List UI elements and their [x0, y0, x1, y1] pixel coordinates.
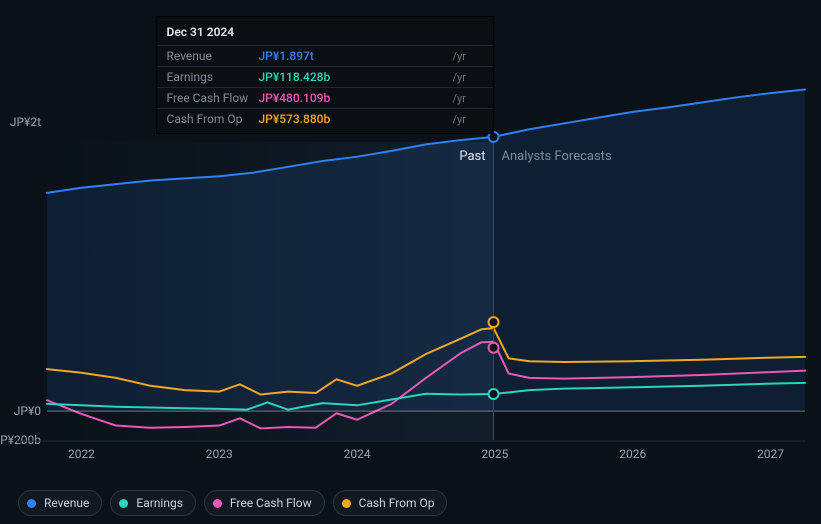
- x-tick-label: 2026: [619, 447, 646, 461]
- tooltip-row-label: Free Cash Flow: [167, 91, 259, 105]
- x-tick-label: 2022: [68, 447, 95, 461]
- tooltip-row: Cash From OpJP¥573.880b/yr: [157, 108, 493, 129]
- legend-label: Free Cash Flow: [230, 496, 312, 510]
- legend-dot-icon: [119, 499, 128, 508]
- legend-label: Earnings: [136, 496, 183, 510]
- tooltip-row-value: JP¥573.880b: [259, 112, 453, 126]
- x-tick-label: 2024: [344, 447, 371, 461]
- x-tick-label: 2027: [757, 447, 784, 461]
- legend-item-earnings[interactable]: Earnings: [110, 490, 196, 516]
- y-tick-label: JP¥2t: [10, 115, 41, 129]
- legend-item-revenue[interactable]: Revenue: [18, 490, 102, 516]
- tooltip-row-label: Cash From Op: [167, 112, 259, 126]
- legend-label: Cash From Op: [359, 496, 435, 510]
- tooltip-row-unit: /yr: [453, 50, 483, 63]
- hover-marker-earnings: [489, 389, 499, 399]
- y-tick-label: -JP¥200b: [0, 433, 41, 447]
- legend-item-fcf[interactable]: Free Cash Flow: [204, 490, 325, 516]
- legend-dot-icon: [342, 499, 351, 508]
- tooltip-row-unit: /yr: [453, 113, 483, 126]
- tooltip-row-unit: /yr: [453, 92, 483, 105]
- hover-tooltip: Dec 31 2024 RevenueJP¥1.897t/yrEarningsJ…: [156, 16, 494, 134]
- tooltip-row: Free Cash FlowJP¥480.109b/yr: [157, 87, 493, 108]
- tooltip-row: EarningsJP¥118.428b/yr: [157, 66, 493, 87]
- financials-chart: JP¥2t JP¥0 -JP¥200b 2022 2023 2024 2025 2026 202…: [0, 0, 821, 524]
- tooltip-row-value: JP¥1.897t: [259, 49, 453, 63]
- tooltip-date: Dec 31 2024: [157, 25, 493, 45]
- tooltip-row-label: Earnings: [167, 70, 259, 84]
- x-tick-label: 2025: [481, 447, 508, 461]
- tooltip-row-unit: /yr: [453, 71, 483, 84]
- tooltip-row: RevenueJP¥1.897t/yr: [157, 45, 493, 66]
- legend-label: Revenue: [44, 496, 89, 510]
- past-label: Past: [459, 149, 485, 164]
- forecast-label: Analysts Forecasts: [502, 149, 612, 164]
- tooltip-row-label: Revenue: [167, 49, 259, 63]
- x-tick-label: 2023: [206, 447, 233, 461]
- tooltip-row-value: JP¥118.428b: [259, 70, 453, 84]
- y-tick-label: JP¥0: [14, 404, 41, 418]
- legend-dot-icon: [27, 499, 36, 508]
- legend: Revenue Earnings Free Cash Flow Cash From O…: [18, 490, 447, 516]
- legend-dot-icon: [213, 499, 222, 508]
- hover-marker-cfo: [489, 317, 499, 327]
- hover-marker-fcf: [489, 343, 499, 353]
- legend-item-cfo[interactable]: Cash From Op: [333, 490, 448, 516]
- tooltip-row-value: JP¥480.109b: [259, 91, 453, 105]
